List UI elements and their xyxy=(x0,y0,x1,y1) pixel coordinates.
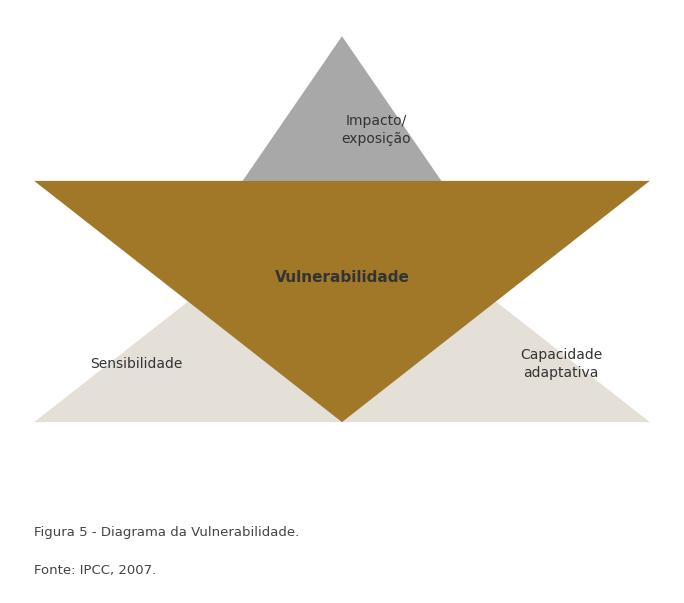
Polygon shape xyxy=(34,181,650,422)
Text: Capacidade
adaptativa: Capacidade adaptativa xyxy=(520,348,602,380)
Text: Impacto/
exposição: Impacto/ exposição xyxy=(341,114,411,147)
Polygon shape xyxy=(236,36,448,191)
Text: Vulnerabilidade: Vulnerabilidade xyxy=(274,270,410,285)
Text: Fonte: IPCC, 2007.: Fonte: IPCC, 2007. xyxy=(34,564,157,577)
Text: Figura 5 - Diagrama da Vulnerabilidade.: Figura 5 - Diagrama da Vulnerabilidade. xyxy=(34,526,300,539)
Text: Sensibilidade: Sensibilidade xyxy=(90,357,183,371)
Polygon shape xyxy=(34,181,650,422)
